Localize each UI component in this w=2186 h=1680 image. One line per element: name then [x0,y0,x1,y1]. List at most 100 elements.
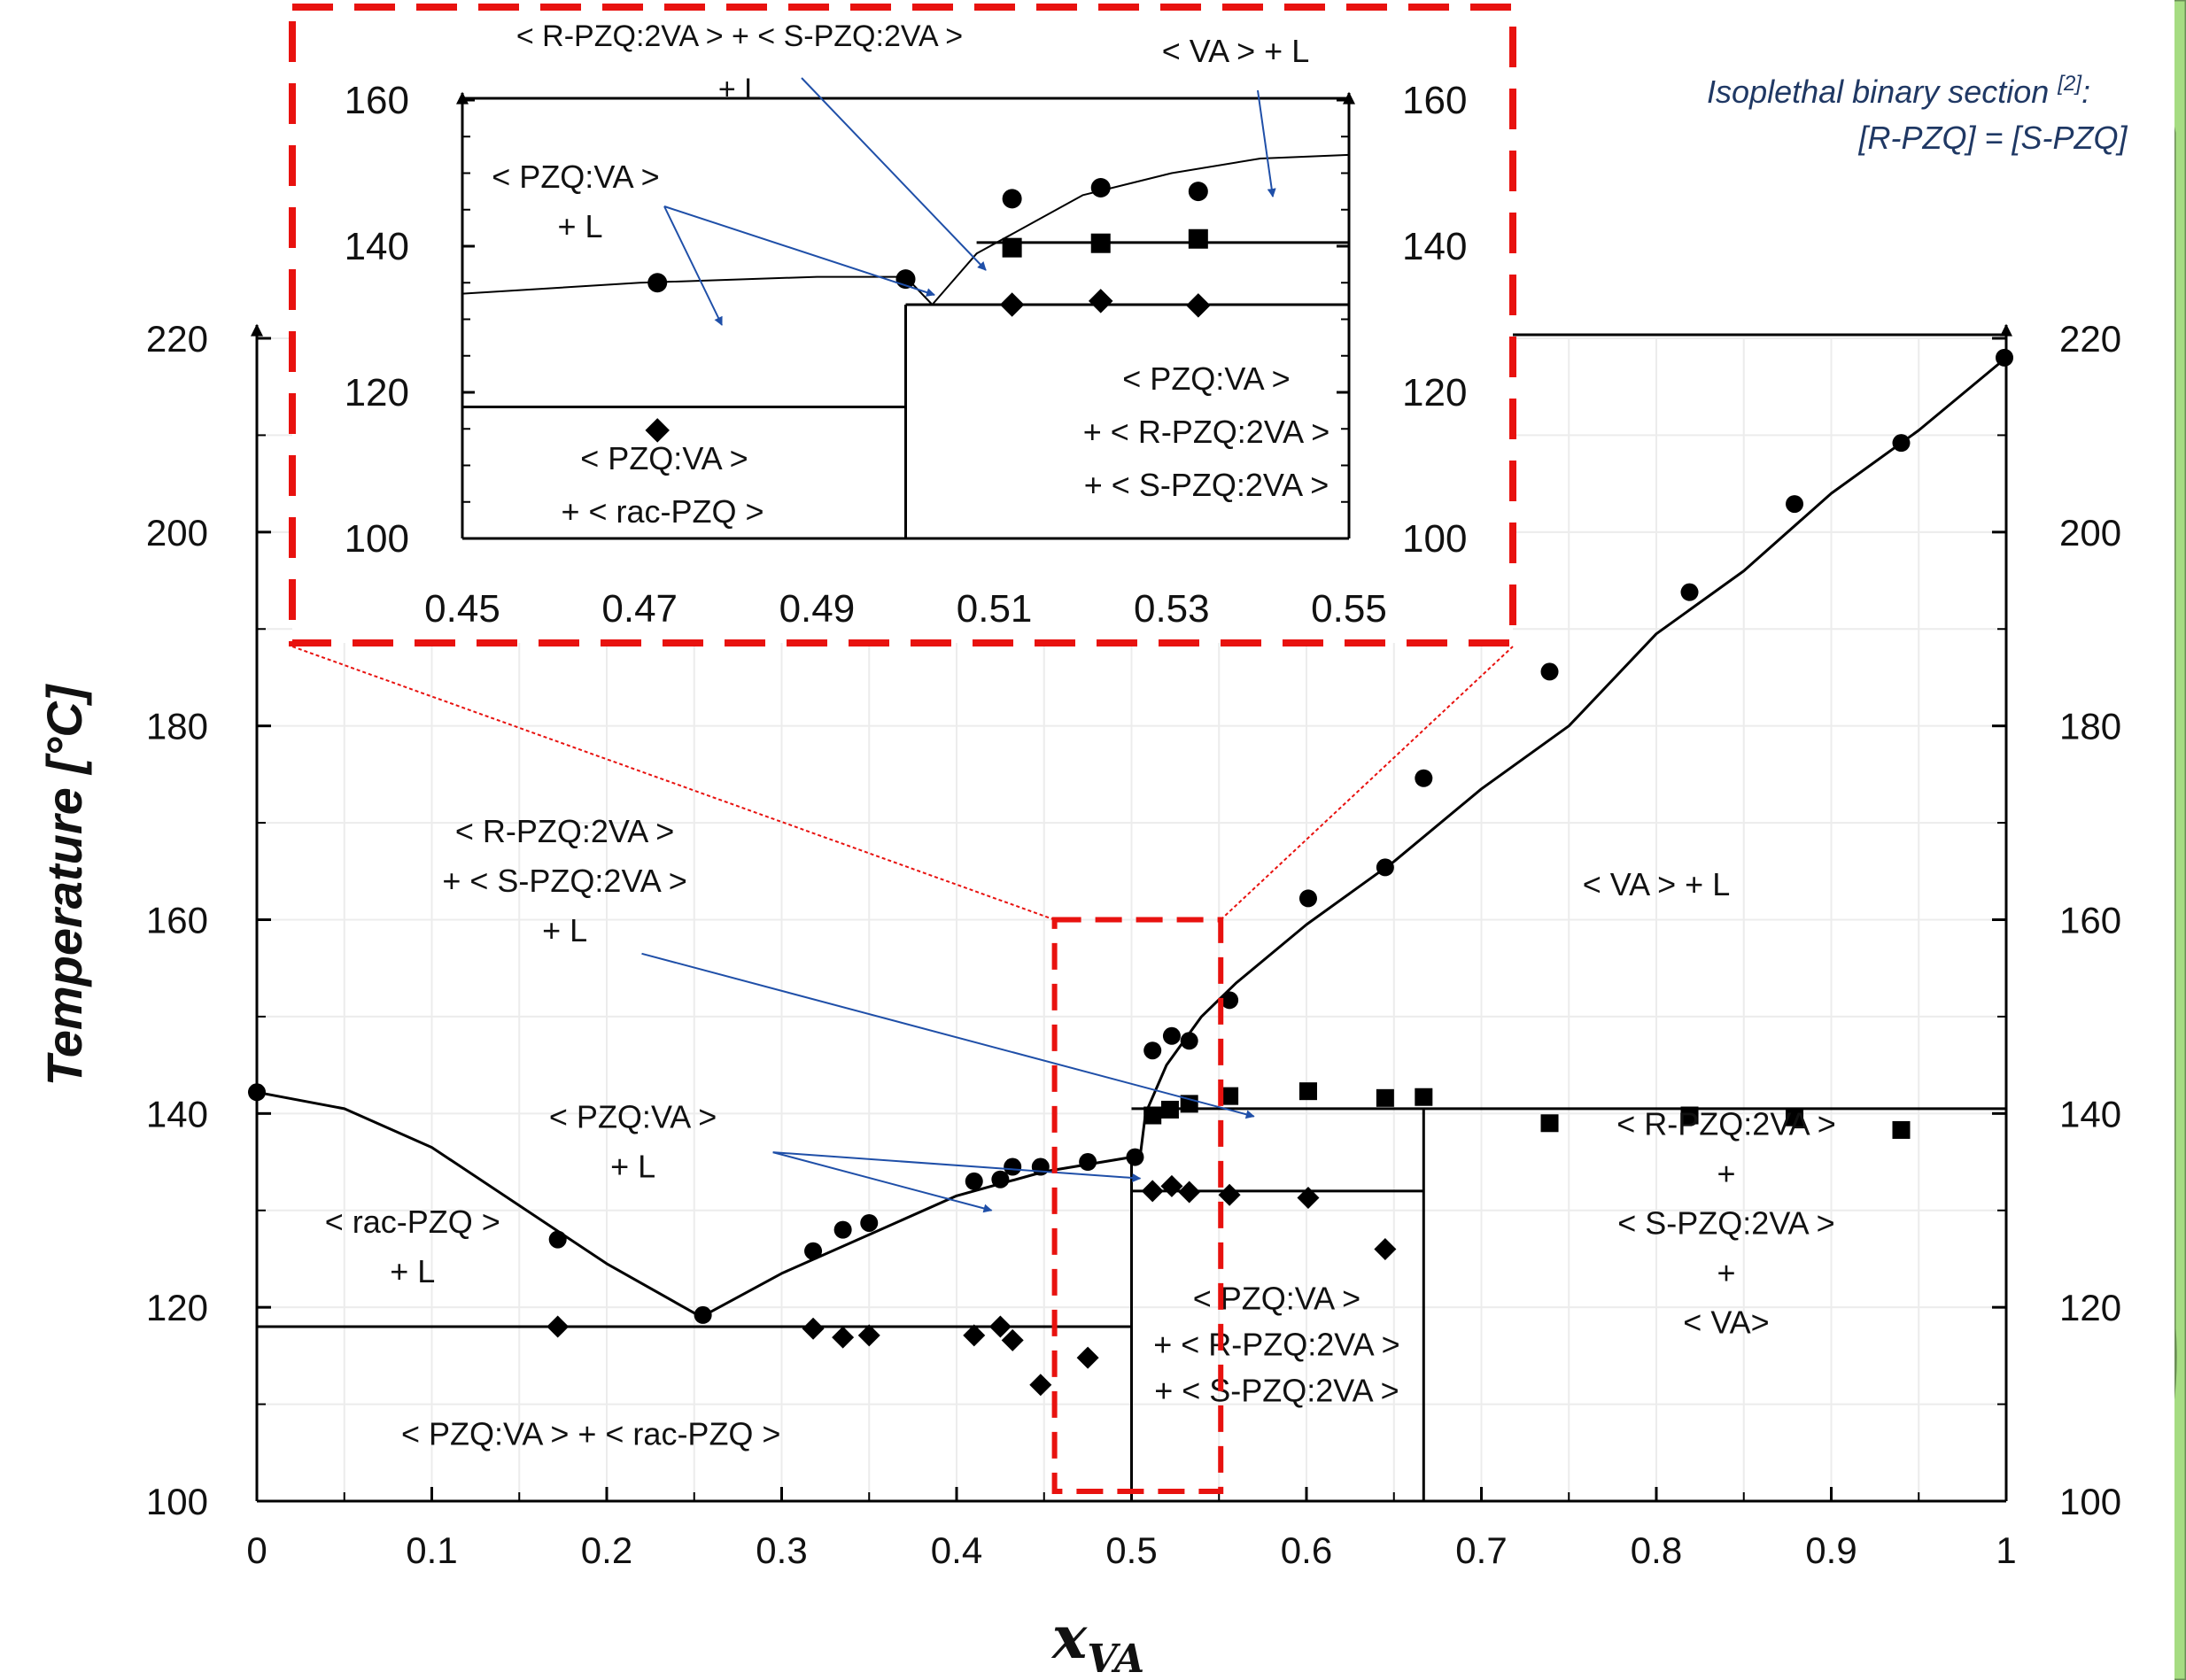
data-point-diamond [1076,1346,1099,1369]
data-point-diamond [1218,1183,1241,1206]
inset-data-point-circle [1090,178,1111,197]
y-tick-label-left: 140 [146,1093,208,1134]
data-point-circle [1004,1157,1022,1176]
inset-x-tick-label: 0.45 [424,587,500,631]
region-label-pzqva-l: + L [610,1149,655,1185]
region-label-r-s-l: + < S-PZQ:2VA > [442,863,686,899]
x-tick-label: 0 [246,1529,267,1571]
zoom-connector-lines [291,646,1514,921]
data-point-diamond [1374,1238,1397,1261]
arrow-pzqva-l-a [772,1151,1142,1182]
x-axis-symbol: x [1050,1603,1088,1672]
y-tick-label-left: 220 [146,318,208,360]
x-tick-label: 0.3 [756,1529,807,1571]
inset-label-pzqva-rac: + < rac-PZQ > [561,493,764,530]
y-tick-label-right: 180 [2059,706,2121,747]
inset-y-tick-label-right: 160 [1402,79,1467,122]
inset-data-point-diamond [1088,289,1113,314]
y-tick-label-left: 100 [146,1481,208,1522]
data-point-circle [1996,348,2014,367]
inset-arrow-pzqva-l-b [663,205,723,326]
data-point-circle [1221,991,1239,1010]
region-label-pzqva-rac: < PZQ:VA > + < rac-PZQ > [401,1416,781,1452]
data-point-circle [248,1083,266,1102]
inset-y-tick-label-left: 100 [345,517,409,561]
phase-line-liquidus-rac [256,1090,702,1319]
data-point-circle [965,1172,983,1190]
data-point-circle [1180,1032,1198,1050]
data-point-square [1892,1120,1911,1139]
region-label-r-s-va: + [1717,1155,1735,1191]
data-point-square [1786,1108,1804,1126]
inset-data-point-square [1188,228,1208,249]
data-point-circle [1162,1026,1181,1045]
region-label-r-s-va: < VA> [1683,1304,1769,1340]
inset-y-tick-label-right: 120 [1402,371,1467,414]
y-tick-label-right: 100 [2059,1481,2121,1522]
data-point-circle [1540,662,1559,681]
data-point-circle [548,1230,567,1249]
x-axis-title: xVA [1050,1603,1144,1680]
x-tick-label: 0.4 [931,1529,982,1571]
inset-x-tick-label: 0.49 [779,587,856,631]
inset-data-point-diamond [645,418,670,443]
data-point-circle [694,1305,712,1324]
arrow-r-s-l [641,952,1255,1119]
inset-x-tick-label: 0.53 [1134,587,1210,631]
data-point-circle [1376,858,1394,877]
data-point-circle [1892,434,1911,453]
zoom-connector-left [291,646,1055,921]
data-point-square [1415,1088,1433,1106]
data-point-square [1143,1106,1162,1125]
x-tick-label: 0.5 [1105,1529,1157,1571]
inset-label-r-s-l: < R-PZQ:2VA > + < S-PZQ:2VA > [516,19,963,53]
data-point-diamond [1029,1374,1052,1397]
data-point-square [1298,1082,1317,1101]
data-point-diamond [802,1317,825,1340]
inset-data-point-square [1090,233,1111,253]
data-point-diamond [546,1315,570,1338]
region-label-r-s-l: + L [542,912,587,948]
data-point-circle [1298,889,1317,908]
y-tick-label-right: 140 [2059,1093,2121,1134]
y-tick-label-right: 160 [2059,900,2121,941]
data-point-diamond [1178,1181,1201,1204]
x-tick-label: 0.7 [1455,1529,1507,1571]
data-point-circle [804,1242,823,1260]
x-axis-subscript: VA [1087,1637,1144,1680]
inset-data-point-circle [1002,189,1022,209]
region-label-pzqva-r-s: + < R-PZQ:2VA > [1153,1326,1399,1362]
data-point-diamond [963,1324,986,1347]
x-tick-label: 0.1 [406,1529,457,1571]
arrow-pzqva-l-b [772,1151,993,1213]
data-point-diamond [1001,1328,1024,1351]
data-point-circle [1079,1153,1097,1172]
y-tick-label-left: 200 [146,512,208,554]
inset-label-va-l: < VA > + L [1162,33,1309,69]
note-text-1: Isoplethal binary section [1707,74,2049,110]
y-tick-label-right: 200 [2059,512,2121,554]
inset-data-point-square [1002,237,1022,258]
data-point-circle [833,1220,852,1239]
inset-arrow-r-s-l [801,77,987,271]
data-point-circle [1031,1157,1050,1176]
inset-x-tick-label: 0.51 [957,587,1033,631]
region-label-r-s-l: < R-PZQ:2VA > [455,813,674,849]
x-tick-label: 0.9 [1805,1529,1857,1571]
inset-y-tick-label-left: 120 [345,371,409,414]
region-label-r-s-va: + [1717,1254,1735,1290]
y-tick-label-right: 120 [2059,1287,2121,1328]
inset-arrow-va-l [1257,89,1276,197]
data-point-circle [1143,1041,1162,1060]
region-label-pzqva-r-s: < PZQ:VA > [1193,1280,1360,1316]
x-tick-label: 1 [1996,1529,2016,1571]
note-ref: [2] [2057,72,2082,96]
data-point-diamond [832,1326,855,1349]
inset-label-pzqva-r-s: < PZQ:VA > [1122,360,1290,397]
data-point-square [1680,1106,1699,1125]
inset-label-pzqva-r-s: + < S-PZQ:2VA > [1084,467,1329,503]
data-point-diamond [988,1315,1012,1338]
data-point-diamond [1297,1187,1320,1210]
region-label-pzqva-l: < PZQ:VA > [549,1099,717,1135]
